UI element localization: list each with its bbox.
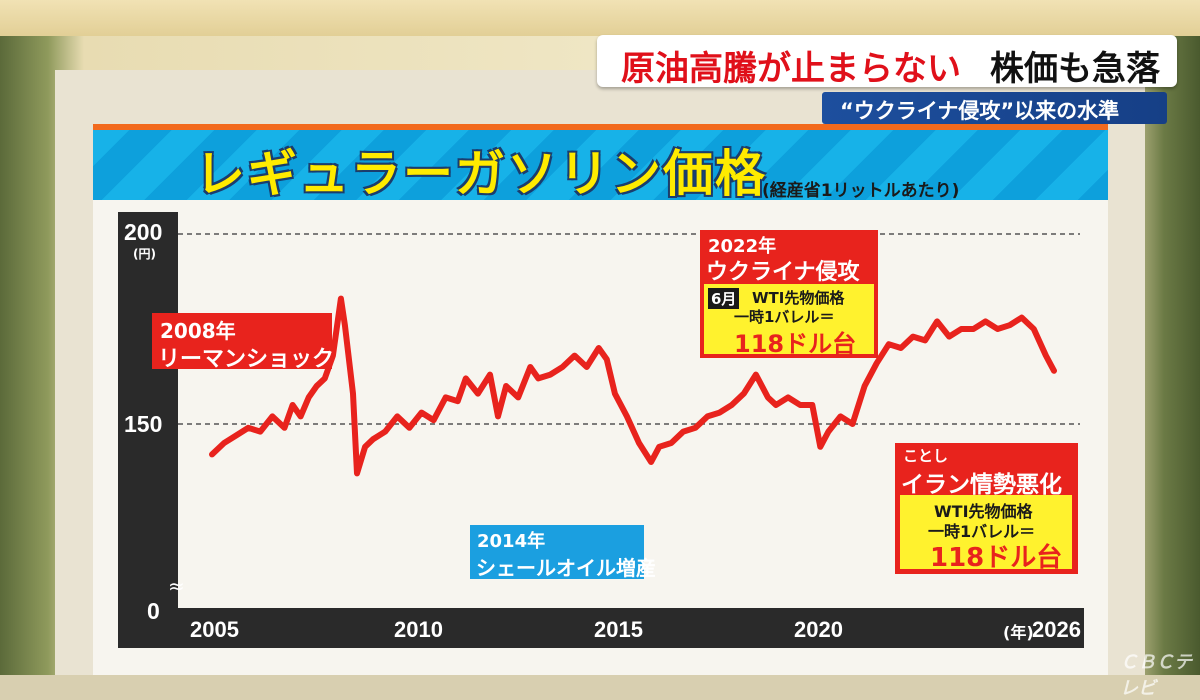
ukraine-wti-label: WTI先物価格 bbox=[752, 287, 844, 308]
iran-event: イラン情勢悪化 bbox=[901, 465, 1062, 499]
annotation-iran: ことし イラン情勢悪化 WTI先物価格 一時1バレル＝ 118ドル台 bbox=[895, 443, 1078, 574]
ukraine-event: ウクライナ侵攻 bbox=[706, 254, 860, 286]
iran-wti-price: 118ドル台 bbox=[930, 537, 1062, 574]
annotation-shale: 2014年 シェールオイル増産 bbox=[470, 525, 644, 579]
iran-wti-callout: WTI先物価格 一時1バレル＝ 118ドル台 bbox=[900, 495, 1072, 569]
shale-event: シェールオイル増産 bbox=[476, 552, 656, 581]
annotation-lehman: 2008年 リーマンショック bbox=[152, 313, 332, 369]
broadcaster-logo: ＣＢＣテレビ bbox=[1120, 648, 1200, 700]
shale-year: 2014年 bbox=[477, 527, 545, 553]
iran-year: ことし bbox=[903, 445, 948, 466]
ukraine-wti-callout: 6月 WTI先物価格 一時1バレル＝ 118ドル台 bbox=[704, 284, 874, 354]
lehman-event: リーマンショック bbox=[158, 341, 334, 373]
lehman-year: 2008年 bbox=[160, 315, 236, 344]
ukraine-wti-price: 118ドル台 bbox=[734, 324, 856, 359]
annotation-ukraine: 2022年 ウクライナ侵攻 6月 WTI先物価格 一時1バレル＝ 118ドル台 bbox=[700, 230, 878, 358]
